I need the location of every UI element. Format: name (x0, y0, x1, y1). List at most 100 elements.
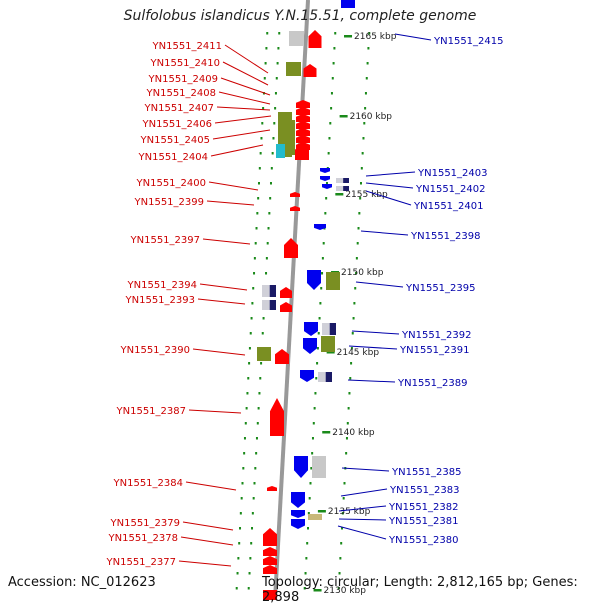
gene-label-leader-right (360, 230, 409, 236)
scale-tick (335, 193, 344, 196)
inner-tick-track-left-tick (243, 437, 246, 440)
gene-label-left: YN1551_2405 (140, 135, 211, 146)
inner-tick-track-right-tick (307, 527, 310, 530)
reverse-gene-arrow (303, 338, 317, 354)
forward-gene-arrow (263, 556, 277, 565)
inner-tick-track-left-tick (265, 47, 268, 50)
inner-tick-track-right-tick (315, 377, 318, 380)
outer-tick-track-right-tick (365, 77, 368, 80)
gene-label-left: YN1551_2400 (136, 178, 207, 189)
gene-label-leader-left (208, 181, 259, 191)
outer-tick-track-right-tick (353, 302, 356, 305)
inner-tick-track-left-2-tick (269, 182, 272, 185)
forward-gene-arrow (296, 107, 310, 115)
scale-label: 2130 kbp (324, 586, 367, 596)
inner-tick-track-left-tick (257, 197, 260, 200)
forward-gene-arrow (296, 128, 310, 136)
gene-label-left: YN1551_2387 (116, 406, 187, 417)
gene-label-right: YN1551_2383 (389, 485, 460, 496)
gene-label-left: YN1551_2379 (110, 518, 181, 529)
gene-label-leader-left (216, 106, 271, 111)
outer-tick-track-right-tick (356, 242, 359, 245)
inner-tick-track-right-tick (331, 77, 334, 80)
gene-label-leader-right (348, 345, 398, 350)
inner-tick-track-right-tick (321, 257, 324, 260)
outer-tick-track-right-tick (366, 62, 369, 65)
inner-tick-track-left-2-tick (270, 167, 273, 170)
chromosome-backbone (273, 0, 310, 600)
forward-gene-arrow (280, 287, 292, 298)
outer-tick-track-right-tick (340, 542, 343, 545)
gene-label-left: YN1551_2410 (150, 58, 221, 69)
gene-domain-box (257, 347, 271, 361)
inner-tick-track-left-tick (239, 527, 242, 530)
scale-label: 2155 kbp (345, 190, 388, 200)
outer-tick-track-right-tick (343, 482, 346, 485)
scale-label: 2140 kbp (332, 428, 375, 438)
forward-gene-arrow (290, 206, 300, 211)
inner-tick-track-left-2-tick (249, 557, 252, 560)
outer-tick-track-right-tick (351, 332, 354, 335)
gene-label-leader-left (182, 521, 234, 531)
gene-label-leader-left (202, 238, 251, 245)
gene-label-right: YN1551_2415 (433, 36, 504, 47)
inner-tick-track-left-tick (244, 422, 247, 425)
gene-label-right: YN1551_2402 (415, 184, 486, 195)
gene-label-left: YN1551_2399 (134, 197, 205, 208)
inner-tick-track-left-tick (249, 332, 252, 335)
outer-tick-track-right-tick (349, 377, 352, 380)
forward-gene-arrow (296, 121, 310, 129)
gene-label-leader-left (192, 348, 246, 356)
inner-tick-track-right-tick (304, 572, 307, 575)
outer-tick-track-right-tick (359, 182, 362, 185)
inner-tick-track-left-tick (251, 302, 254, 305)
gene-label-right: YN1551_2385 (391, 467, 462, 478)
inner-tick-track-left-tick (264, 62, 267, 65)
inner-tick-track-left-tick (260, 137, 263, 140)
gene-domain-box (286, 62, 301, 76)
inner-tick-track-left-tick (257, 182, 260, 185)
gene-label-leader-right (338, 505, 387, 512)
inner-tick-track-left-tick (237, 557, 240, 560)
inner-tick-track-right-tick (307, 512, 310, 515)
inner-tick-track-right-tick (303, 587, 306, 590)
inner-tick-track-right-tick (316, 362, 319, 365)
inner-tick-track-right-tick (320, 287, 323, 290)
inner-tick-track-left-tick (246, 392, 249, 395)
gene-domain-box (287, 120, 295, 155)
outer-tick-track-right-tick (348, 392, 351, 395)
outer-tick-track-right-tick (361, 152, 364, 155)
forward-gene-arrow (267, 486, 277, 491)
gene-domain-box (329, 323, 336, 335)
inner-tick-track-left-2-tick (255, 437, 258, 440)
inner-tick-track-left-2-tick (275, 77, 278, 80)
gene-domain-box (321, 336, 335, 352)
inner-tick-track-left-2-tick (265, 272, 268, 275)
gene-label-leader-left (220, 77, 271, 96)
inner-tick-track-left-tick (253, 272, 256, 275)
inner-tick-track-left-2-tick (258, 392, 261, 395)
inner-tick-track-left-tick (239, 512, 242, 515)
scale-label: 2165 kbp (354, 32, 397, 42)
outer-tick-track-right-tick (350, 347, 353, 350)
gene-label-leader-right (341, 467, 390, 472)
forward-gene-arrow (263, 565, 277, 574)
scale-tick (344, 35, 353, 38)
inner-tick-track-left-2-tick (272, 137, 275, 140)
inner-tick-track-left-2-tick (276, 62, 279, 65)
gene-label-leader-left (178, 560, 232, 567)
gene-domain-box (318, 372, 326, 382)
inner-tick-track-right-tick (314, 392, 317, 395)
inner-tick-track-left-tick (243, 452, 246, 455)
inner-tick-track-left-tick (248, 362, 251, 365)
inner-tick-track-left-tick (263, 77, 266, 80)
outer-tick-track-right-tick (364, 92, 367, 95)
gene-label-leader-right (337, 525, 387, 540)
inner-tick-track-right-tick (332, 62, 335, 65)
gene-label-left: YN1551_2393 (125, 295, 196, 306)
inner-tick-track-left-tick (259, 152, 262, 155)
scale-label: 2160 kbp (350, 112, 393, 122)
gene-label-left: YN1551_2394 (127, 280, 198, 291)
gene-label-leader-right (340, 488, 388, 497)
outer-tick-track-right-tick (363, 122, 366, 125)
